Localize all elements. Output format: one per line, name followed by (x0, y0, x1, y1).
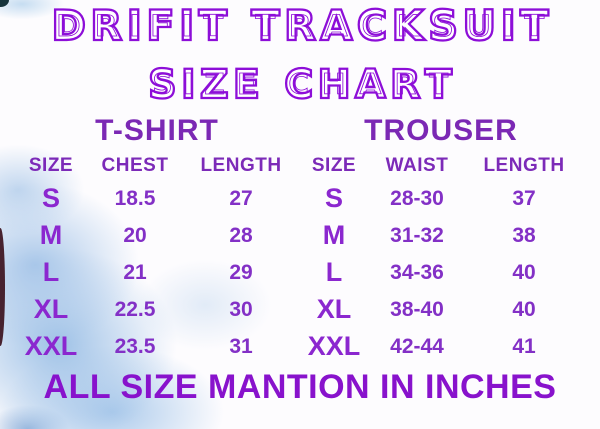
size-cell: XXL (307, 331, 361, 362)
measure-cell: 38-40 (390, 297, 444, 321)
poster-title: DRIFITTRACKSUIT SIZECHART (0, 0, 600, 108)
measure-cell: 41 (512, 334, 536, 358)
size-cell: L (42, 257, 60, 288)
poster-title-line2: SIZECHART (0, 62, 600, 108)
column-header: LENGTH (200, 155, 282, 177)
measure-cell: 29 (229, 260, 253, 284)
tshirt-heading: T-SHIRT (95, 114, 219, 148)
measure-cell: 37 (512, 186, 536, 210)
measure-cell: 30 (229, 297, 253, 321)
measure-cell: 28 (229, 223, 253, 247)
measure-cell: 31-32 (390, 223, 444, 247)
measure-cell: 18.5 (114, 186, 156, 210)
measure-cell: 42-44 (390, 334, 444, 358)
column-header: WAIST (385, 155, 449, 177)
corner-photo-smudge (0, 0, 9, 7)
column-header: SIZE (28, 155, 74, 177)
tshirt-table: T-SHIRT SIZE CHEST LENGTH S 18.5 27 M 20… (20, 114, 294, 365)
measure-cell: 23.5 (114, 334, 156, 358)
size-cell: S (324, 183, 343, 214)
trouser-heading: TROUSER (364, 114, 518, 148)
column-header: SIZE (311, 155, 357, 177)
footer-note: ALL SIZE MANTION IN INCHES (43, 368, 557, 407)
measure-cell: 21 (123, 260, 147, 284)
trouser-table: TROUSER SIZE WAIST LENGTH S 28-30 37 M 3… (302, 114, 580, 365)
measure-cell: 20 (123, 223, 147, 247)
column-header: LENGTH (483, 155, 565, 177)
measure-cell: 38 (512, 223, 536, 247)
size-cell: XL (316, 294, 352, 325)
size-cell: S (41, 183, 60, 214)
tshirt-grid: SIZE CHEST LENGTH S 18.5 27 M 20 28 L 21… (20, 151, 294, 365)
size-tables: T-SHIRT SIZE CHEST LENGTH S 18.5 27 M 20… (0, 114, 600, 365)
measure-cell: 27 (229, 186, 253, 210)
size-cell: XL (33, 294, 69, 325)
trouser-grid: SIZE WAIST LENGTH S 28-30 37 M 31-32 38 … (302, 151, 580, 365)
column-header: CHEST (101, 155, 169, 177)
measure-cell: 40 (512, 297, 536, 321)
size-cell: M (322, 220, 346, 251)
measure-cell: 34-36 (390, 260, 444, 284)
size-cell: L (325, 257, 343, 288)
poster-title-line1: DRIFITTRACKSUIT (0, 1, 600, 50)
size-cell: XXL (24, 331, 78, 362)
size-cell: M (39, 220, 63, 251)
measure-cell: 40 (512, 260, 536, 284)
measure-cell: 28-30 (390, 186, 444, 210)
photo-edge-sliver (0, 228, 5, 346)
measure-cell: 31 (229, 334, 253, 358)
measure-cell: 22.5 (114, 297, 156, 321)
